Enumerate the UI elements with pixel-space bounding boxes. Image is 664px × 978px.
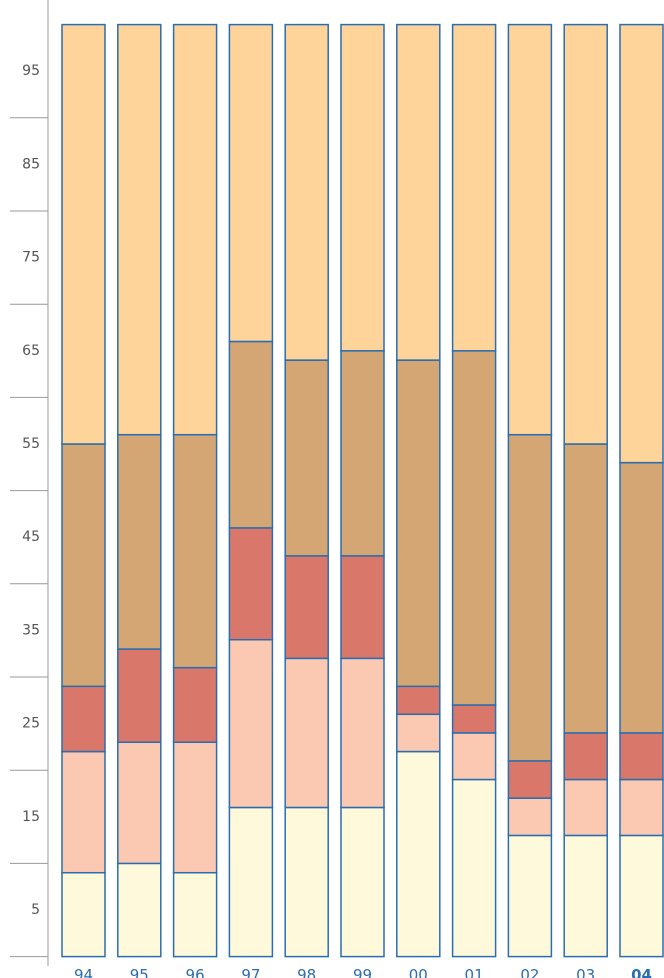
bar-segment [284, 359, 329, 557]
y-tick-label: 95 [22, 63, 40, 79]
bar-segment [117, 741, 162, 865]
x-tick-label: 02 [520, 966, 539, 978]
x-tick-label: 01 [465, 966, 484, 978]
bar-segment [340, 657, 385, 809]
bar-segment [619, 23, 664, 464]
y-tick-label: 65 [22, 343, 40, 359]
bar-segment [172, 871, 218, 958]
y-tick-label: 5 [31, 902, 40, 918]
x-tick-label: 04 [631, 966, 652, 978]
bar-segment [284, 657, 329, 809]
bar-segment [396, 713, 441, 753]
bar-segment [61, 750, 106, 874]
bar-segment [563, 732, 608, 781]
bar-segment [228, 340, 274, 529]
y-tick-label: 15 [22, 809, 40, 825]
bar-segment [284, 806, 329, 958]
x-tick-label: 98 [297, 966, 316, 978]
bar-segment [172, 741, 218, 874]
bar-segment [619, 834, 664, 958]
bar-segment [507, 23, 553, 436]
bar-segment [451, 732, 497, 781]
bar-segment [507, 760, 553, 799]
bar-segment [340, 806, 385, 958]
bar-segment [507, 797, 553, 837]
x-tick-label: 96 [186, 966, 205, 978]
bar-segment [563, 834, 608, 958]
bar-segment [451, 23, 497, 352]
bar-segment [172, 433, 218, 669]
x-tick-label: 95 [130, 966, 149, 978]
bar-segment [507, 433, 553, 762]
bar-segment [451, 704, 497, 734]
y-tick-label: 45 [22, 529, 40, 545]
bar-segment [451, 778, 497, 958]
y-tick-label: 75 [22, 250, 40, 266]
bar-segment [284, 555, 329, 660]
bar-segment [507, 834, 553, 958]
bar-segment [619, 461, 664, 734]
bar-segment [396, 685, 441, 716]
bar-segment [117, 648, 162, 743]
y-tick-label: 35 [22, 622, 40, 638]
bar-segment [117, 23, 162, 436]
bar-segment [117, 862, 162, 958]
bar-segment [61, 443, 106, 688]
x-tick-label: 00 [409, 966, 428, 978]
y-tick-label: 55 [22, 436, 40, 452]
x-tick-label: 97 [241, 966, 260, 978]
bar-segment [61, 23, 106, 445]
bar-segment [117, 433, 162, 650]
bar-segment [563, 778, 608, 837]
bar-segment [563, 23, 608, 445]
bar-segment [228, 806, 274, 958]
bar-segment [228, 638, 274, 809]
bar-segment [340, 23, 385, 352]
y-tick-label: 85 [22, 156, 40, 172]
x-tick-label: 99 [353, 966, 372, 978]
bar-segment [563, 443, 608, 734]
bar-segment [340, 350, 385, 557]
bar-segment [284, 23, 329, 361]
bar-segment [619, 732, 664, 781]
bar-segment [61, 871, 106, 958]
bar-segment [451, 350, 497, 706]
bar-segment [396, 750, 441, 958]
bar-segment [172, 666, 218, 743]
bar-segment [228, 23, 274, 343]
bar-segment [396, 359, 441, 688]
bar-segment [619, 778, 664, 837]
x-tick-label: 03 [576, 966, 595, 978]
bar-segment [396, 23, 441, 361]
x-tick-label: 94 [74, 966, 93, 978]
bar-segment [172, 23, 218, 436]
bar-segment [228, 527, 274, 641]
bar-segment [61, 685, 106, 753]
bar-segment [340, 555, 385, 660]
y-tick-label: 25 [22, 716, 40, 732]
